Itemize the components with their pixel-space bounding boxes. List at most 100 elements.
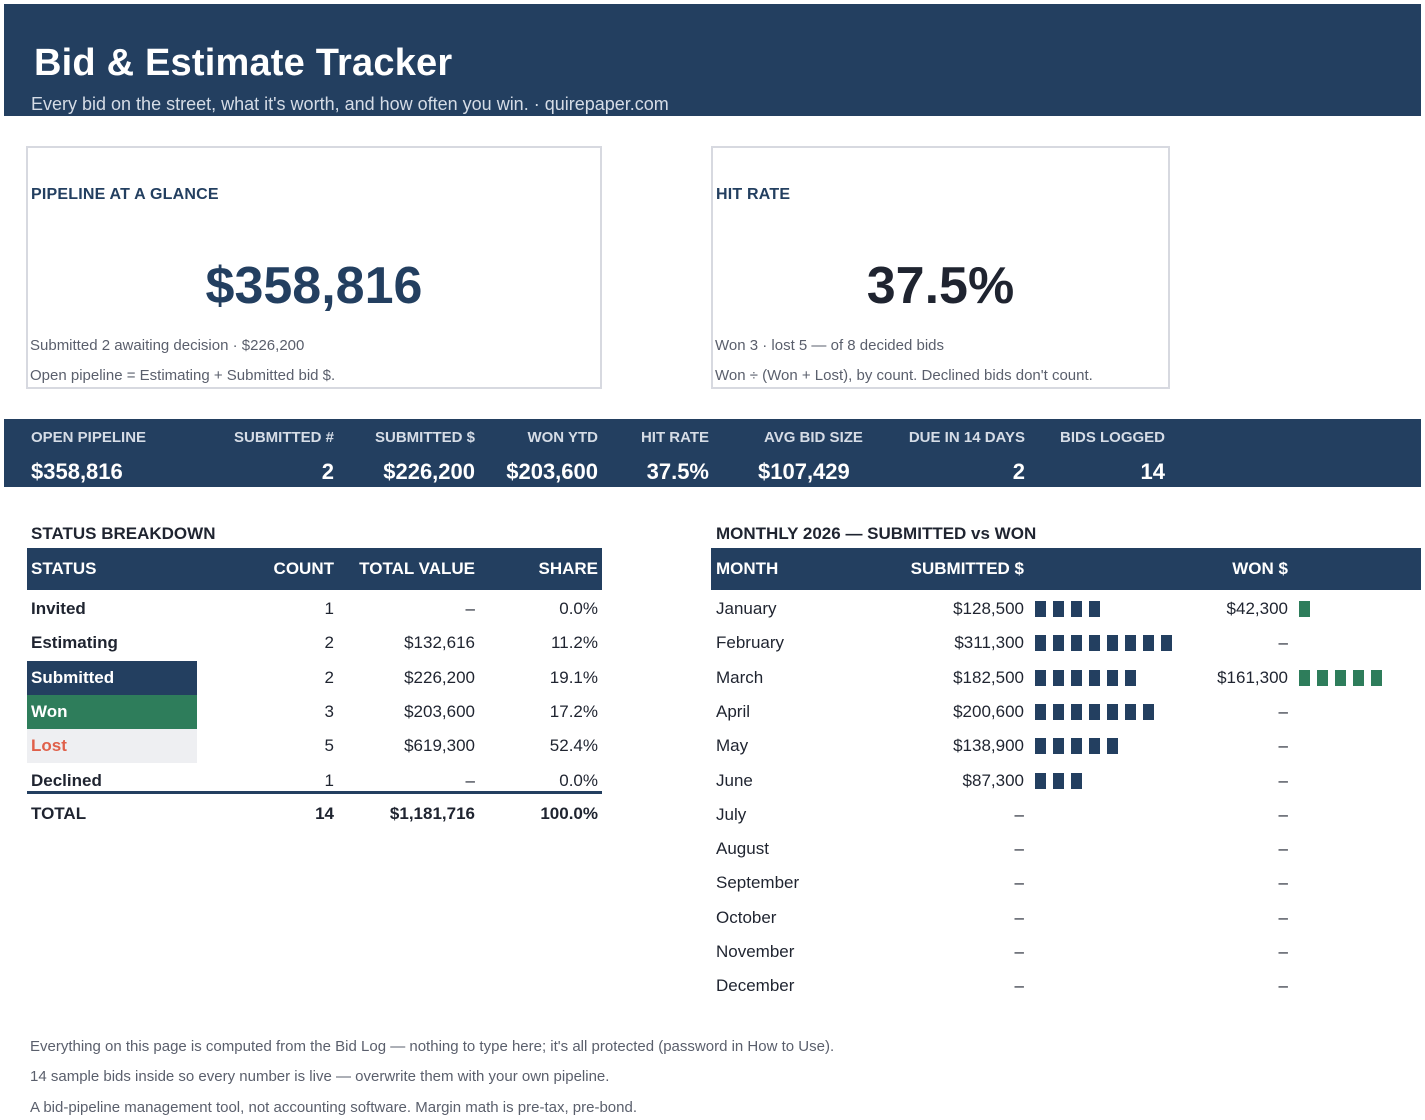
status-total-value: $203,600 [404, 701, 475, 721]
status-total-divider [27, 791, 602, 794]
kpi-value-hit-rate: 37.5% [646, 459, 709, 484]
kpi-value-bids-logged: 14 [1140, 459, 1165, 484]
footnote-2: 14 sample bids inside so every number is… [30, 1068, 610, 1085]
status-share: 17.2% [549, 701, 598, 721]
status-label: Estimating [31, 633, 118, 653]
kpi-band: OPEN PIPELINE $358,816 SUBMITTED # 2 SUB… [4, 419, 1421, 487]
status-table-header: STATUS COUNT TOTAL VALUE SHARE [27, 548, 602, 590]
footnote-3: A bid-pipeline management tool, not acco… [30, 1099, 638, 1116]
status-total-value: $226,200 [404, 667, 475, 687]
status-label: Declined [31, 770, 102, 790]
kpi-label-won-ytd: WON YTD [527, 429, 598, 446]
status-total-value: $132,616 [404, 633, 475, 653]
month-submitted: – [1014, 907, 1024, 927]
month-label: June [716, 770, 753, 790]
status-count: 3 [324, 701, 334, 721]
month-submitted: $138,900 [953, 736, 1024, 756]
month-label: May [716, 736, 749, 756]
status-col-total-value: TOTAL VALUE [359, 559, 475, 578]
status-share: 52.4% [549, 736, 598, 756]
status-total-value-sum: $1,181,716 [389, 804, 475, 823]
submitted-bar [1035, 703, 1154, 720]
month-label: August [716, 839, 769, 859]
kpi-value-submitted-value: $226,200 [383, 459, 475, 484]
pipeline-card-value: $358,816 [205, 257, 423, 315]
status-count: 2 [324, 667, 334, 687]
status-count: 1 [324, 599, 334, 618]
status-count: 1 [324, 770, 334, 790]
month-submitted: $182,500 [953, 667, 1024, 687]
month-submitted: – [1014, 976, 1024, 996]
month-label: April [716, 701, 751, 721]
submitted-bar [1035, 738, 1118, 755]
month-label: January [716, 599, 777, 618]
month-won: – [1278, 770, 1288, 790]
month-submitted: $311,300 [954, 633, 1024, 653]
kpi-value-won-ytd: $203,600 [506, 459, 598, 484]
submitted-bar [1035, 635, 1172, 652]
monthly-title: MONTHLY 2026 — SUBMITTED vs WON [716, 524, 1037, 543]
status-label: Submitted [27, 660, 197, 695]
status-share: 19.1% [549, 667, 598, 687]
month-won: – [1278, 633, 1288, 653]
status-col-count: COUNT [273, 559, 334, 578]
kpi-value-due-14-days: 2 [1012, 459, 1025, 484]
status-share: 11.2% [551, 633, 598, 653]
month-won: – [1278, 907, 1288, 927]
month-label: March [716, 667, 764, 687]
submitted-bar [1035, 601, 1100, 617]
month-submitted: $128,500 [953, 599, 1024, 618]
status-count: 5 [324, 736, 334, 756]
kpi-label-open-pipeline: OPEN PIPELINE [31, 429, 147, 446]
pipeline-card-note: Submitted 2 awaiting decision · $226,200 [30, 337, 305, 354]
pipeline-card-label: PIPELINE AT A GLANCE [31, 186, 219, 203]
month-label: October [716, 907, 777, 927]
status-col-status: STATUS [31, 559, 97, 578]
kpi-label-due-14-days: DUE IN 14 DAYS [908, 429, 1025, 446]
month-label: December [716, 976, 795, 996]
month-won: $42,300 [1226, 599, 1288, 618]
page-title: Bid & Estimate Tracker [34, 42, 453, 84]
page-subtitle: Every bid on the street, what it's worth… [31, 94, 669, 114]
month-won: – [1278, 736, 1288, 756]
pipeline-card-definition: Open pipeline = Estimating + Submitted b… [30, 367, 336, 384]
status-total-label: TOTAL [31, 804, 87, 823]
status-total-share: 100.0% [540, 804, 598, 823]
status-label: Invited [31, 599, 86, 618]
month-submitted: $200,600 [953, 701, 1024, 721]
status-total-value: – [465, 770, 475, 790]
kpi-label-submitted-value: SUBMITTED $ [374, 429, 475, 446]
submitted-bar [1035, 669, 1136, 686]
month-won: – [1278, 873, 1288, 893]
status-count: 2 [324, 633, 334, 653]
pipeline-card: PIPELINE AT A GLANCE $358,816 Submitted … [26, 146, 602, 389]
footnote-1: Everything on this page is computed from… [30, 1038, 835, 1055]
status-total-value: $619,300 [404, 736, 475, 756]
status-col-share: SHARE [538, 559, 598, 578]
month-submitted: – [1014, 804, 1024, 824]
monthly-table-header: MONTH SUBMITTED $ WON $ [711, 548, 1421, 590]
month-won: – [1278, 804, 1288, 824]
hit-rate-card: HIT RATE 37.5% Won 3 · lost 5 — of 8 dec… [711, 146, 1170, 389]
status-label: Lost [27, 729, 197, 764]
month-won: – [1278, 839, 1288, 859]
month-won: – [1278, 701, 1288, 721]
month-submitted: – [1014, 873, 1024, 893]
month-label: September [716, 873, 800, 893]
hit-rate-card-value: 37.5% [866, 257, 1015, 315]
hit-rate-card-note: Won 3 · lost 5 — of 8 decided bids [715, 337, 945, 354]
kpi-label-avg-bid-size: AVG BID SIZE [764, 429, 863, 446]
monthly-col-won: WON $ [1232, 559, 1288, 578]
status-total-value: – [465, 599, 475, 618]
month-label: February [716, 633, 785, 653]
hit-rate-card-definition: Won ÷ (Won + Lost), by count. Declined b… [715, 367, 1093, 384]
kpi-value-open-pipeline: $358,816 [31, 459, 123, 484]
kpi-label-submitted-count: SUBMITTED # [233, 429, 334, 446]
month-won: – [1278, 942, 1288, 961]
kpi-value-avg-bid-size: $107,429 [758, 459, 850, 484]
page-header: Bid & Estimate Tracker Every bid on the … [4, 4, 1421, 116]
status-share: 0.0% [559, 599, 598, 618]
status-label: Won [27, 694, 197, 729]
month-submitted: – [1014, 942, 1024, 961]
month-submitted: $87,300 [962, 770, 1024, 790]
